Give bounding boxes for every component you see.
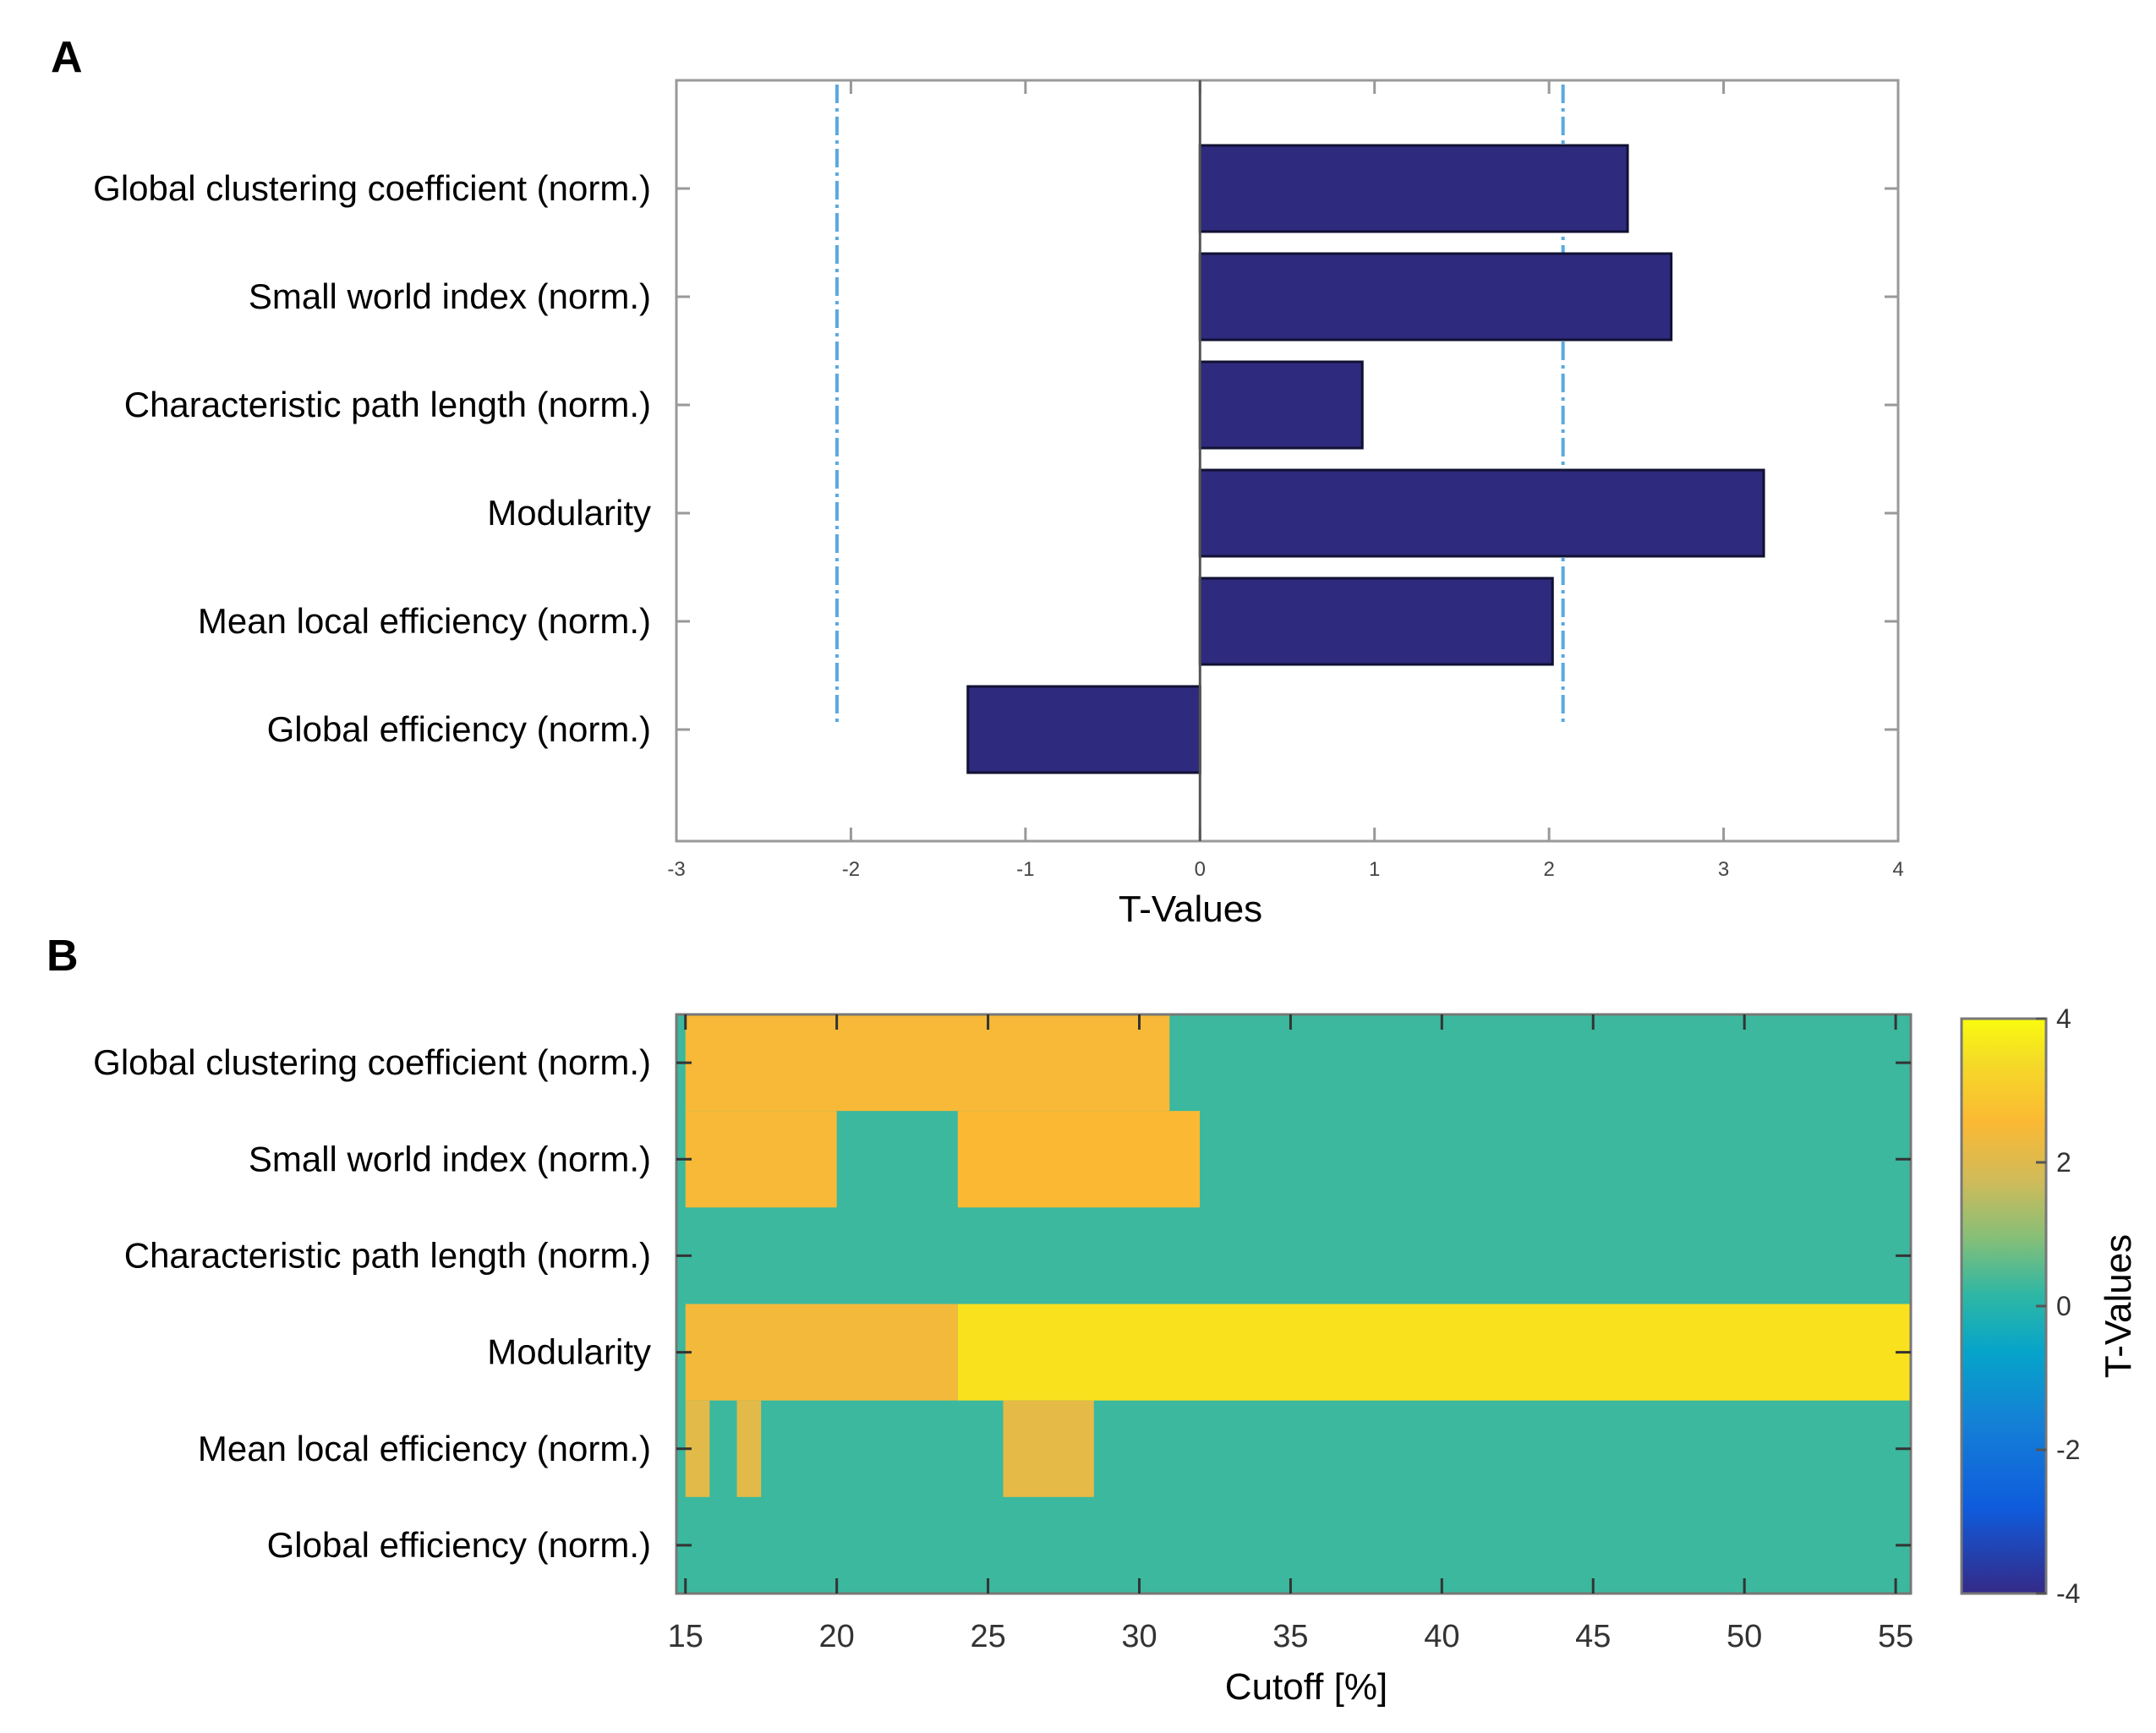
x-tick-label: 40: [1424, 1619, 1459, 1654]
x-tick-label: 4: [1892, 858, 1903, 881]
x-tick-label: -3: [667, 858, 685, 881]
y-tick-label: Global efficiency (norm.): [267, 1525, 651, 1565]
bar: [1198, 360, 1364, 450]
heatmap-cell: [1003, 1400, 1094, 1497]
bar: [1198, 577, 1554, 666]
panel-a-bar-chart: Global clustering coefficient (norm.) Sma…: [93, 79, 1904, 930]
x-tick-label: 35: [1272, 1619, 1308, 1654]
panel-b-heatmap-cells: [676, 1014, 1911, 1594]
heatmap-cell: [957, 1304, 1911, 1401]
panel-a-x-tick-labels: -3 -2 -1 0 1 2 3 4: [667, 858, 1903, 881]
bar: [1198, 252, 1673, 342]
x-tick-label: 30: [1121, 1619, 1157, 1654]
panel-a-letter: A: [51, 33, 83, 82]
panel-b-heatmap: Global clustering coefficient (norm.) Sma…: [93, 1003, 2139, 1708]
x-tick-label: -1: [1016, 858, 1034, 881]
heatmap-cell: [736, 1400, 762, 1497]
x-tick-label: 25: [970, 1619, 1005, 1654]
heatmap-cell: [685, 1014, 1170, 1112]
heatmap-cell: [685, 1111, 837, 1208]
y-tick-label: Small world index (norm.): [249, 1139, 651, 1178]
x-tick-label: 3: [1718, 858, 1729, 881]
y-tick-label: Global clustering coefficient (norm.): [93, 1042, 651, 1082]
x-tick-label: 50: [1726, 1619, 1762, 1654]
panel-b-plot-area: [675, 1013, 1912, 1595]
x-tick-label: 2: [1543, 858, 1554, 881]
x-tick-label: 45: [1575, 1619, 1611, 1654]
panel-b-colorbar-tick-labels: 4 2 0 -2 -4: [2036, 1003, 2080, 1609]
panel-a-category-labels: Global clustering coefficient (norm.) Sma…: [93, 168, 651, 749]
y-tick-label: Global clustering coefficient (norm.): [93, 168, 651, 208]
panel-b-x-tick-labels: 15 20 25 30 35 40 45 50 55: [668, 1619, 1914, 1654]
y-tick-label: Mean local efficiency (norm.): [198, 601, 651, 641]
y-tick-label: Mean local efficiency (norm.): [198, 1429, 651, 1468]
x-tick-label: 1: [1369, 858, 1380, 881]
panel-b-x-axis-title: Cutoff [%]: [1225, 1666, 1387, 1708]
colorbar-tick-label: 2: [2056, 1147, 2071, 1178]
y-tick-label: Characteristic path length (norm.): [124, 1235, 651, 1275]
x-tick-label: 20: [819, 1619, 855, 1654]
x-tick-label: 15: [668, 1619, 703, 1654]
colorbar-tick-label: 4: [2056, 1003, 2071, 1034]
bar: [1198, 468, 1765, 558]
y-tick-label: Small world index (norm.): [249, 276, 651, 316]
colorbar-tick-label: -4: [2056, 1578, 2080, 1609]
bar: [1198, 144, 1629, 233]
heatmap-cell: [957, 1111, 1201, 1208]
x-tick-label: 0: [1195, 858, 1206, 881]
y-tick-label: Modularity: [487, 493, 651, 533]
panel-a-bars: [966, 144, 1765, 774]
y-tick-label: Modularity: [487, 1332, 651, 1372]
panel-b-category-labels: Global clustering coefficient (norm.) Sma…: [93, 1042, 651, 1565]
x-tick-label: -2: [842, 858, 860, 881]
y-tick-label: Global efficiency (norm.): [267, 709, 651, 749]
bar: [966, 685, 1201, 774]
panel-b-letter: B: [47, 932, 79, 981]
colorbar-tick-label: 0: [2056, 1291, 2071, 1321]
panel-b-ticks: [676, 1014, 1911, 1594]
heatmap-cell: [685, 1304, 958, 1401]
x-tick-label: 55: [1878, 1619, 1913, 1654]
y-tick-label: Characteristic path length (norm.): [124, 385, 651, 424]
panel-b-colorbar: [1960, 1017, 2048, 1595]
panel-a-x-axis-title: T-Values: [1119, 888, 1262, 930]
colorbar-tick-label: -2: [2056, 1435, 2080, 1465]
panel-b-colorbar-title: T-Values: [2098, 1234, 2139, 1378]
